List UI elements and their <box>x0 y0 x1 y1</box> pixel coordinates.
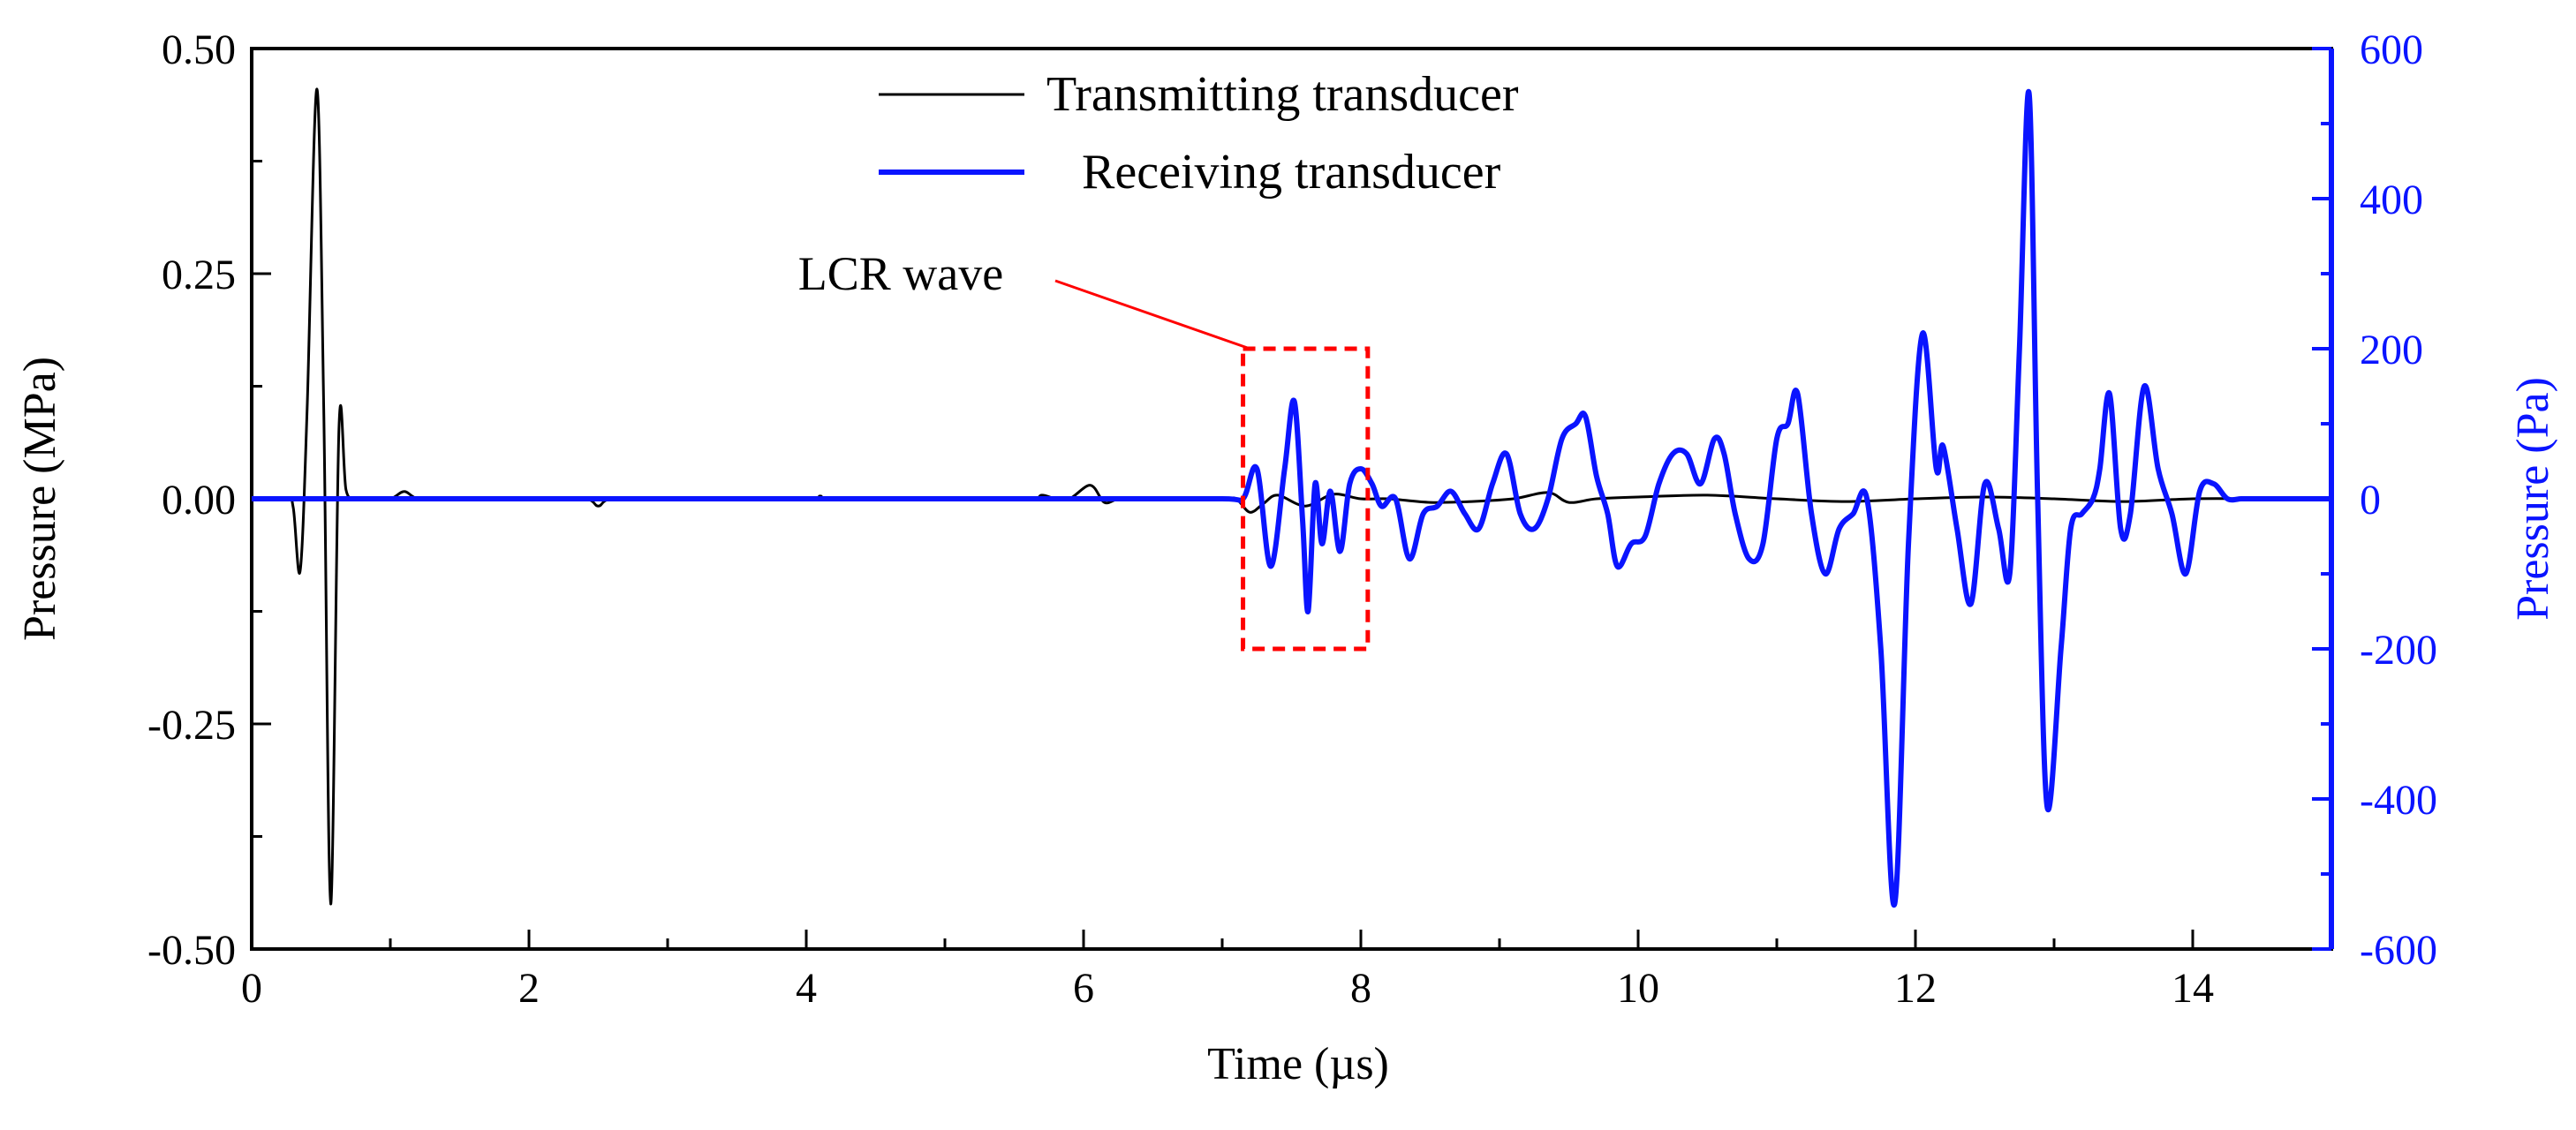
x-tick-label: 12 <box>1894 965 1937 1012</box>
series-layer <box>251 87 2331 908</box>
x-tick-label: 6 <box>1073 965 1094 1012</box>
y-left-tick-label: 0.00 <box>162 477 236 524</box>
y-left-tick-label: -0.25 <box>147 702 236 749</box>
annotation-pointer-line <box>1054 279 1250 350</box>
annotation-label: LCR wave <box>798 247 1003 300</box>
y-axis-title-right: Pressure (Pa) <box>2508 377 2558 621</box>
x-tick-label: 0 <box>241 965 262 1012</box>
y-left-tick-label: 0.50 <box>162 26 236 73</box>
y-left-tick-label: -0.50 <box>147 927 236 974</box>
y-right-tick-label: -200 <box>2360 627 2437 674</box>
x-axis-title: Time (µs) <box>1207 1039 1389 1089</box>
x-tick-label: 10 <box>1617 965 1659 1012</box>
y-right-tick-label: -400 <box>2360 777 2437 824</box>
y-right-tick-label: 600 <box>2360 26 2423 73</box>
labels-layer: 0 2 4 6 8 10 12 14 0.50 0.25 0.00 -0.25 -0.50 600 400 2… <box>147 26 2437 1012</box>
legend-label-transmitting: Transmitting transducer <box>1046 67 1519 122</box>
annotation-lcr-wave: LCR wave <box>798 247 1371 652</box>
legend: Transmitting transducer Receiving transd… <box>879 67 1519 200</box>
y-left-tick-label: 0.25 <box>162 252 236 298</box>
y-right-tick-label: -600 <box>2360 927 2437 974</box>
y-right-tick-label: 0 <box>2360 477 2381 524</box>
y-right-tick-label: 400 <box>2360 177 2423 223</box>
x-tick-label: 8 <box>1350 965 1371 1012</box>
x-tick-label: 2 <box>518 965 540 1012</box>
series-line-receiving <box>251 88 2331 908</box>
y-axis-title-left: Pressure (MPa) <box>15 357 65 641</box>
annotation-dashed-box <box>1241 346 1371 652</box>
y-right-tick-label: 200 <box>2360 327 2423 373</box>
legend-label-receiving: Receiving transducer <box>1082 145 1501 200</box>
x-tick-label: 4 <box>796 965 817 1012</box>
x-tick-label: 14 <box>2172 965 2214 1012</box>
